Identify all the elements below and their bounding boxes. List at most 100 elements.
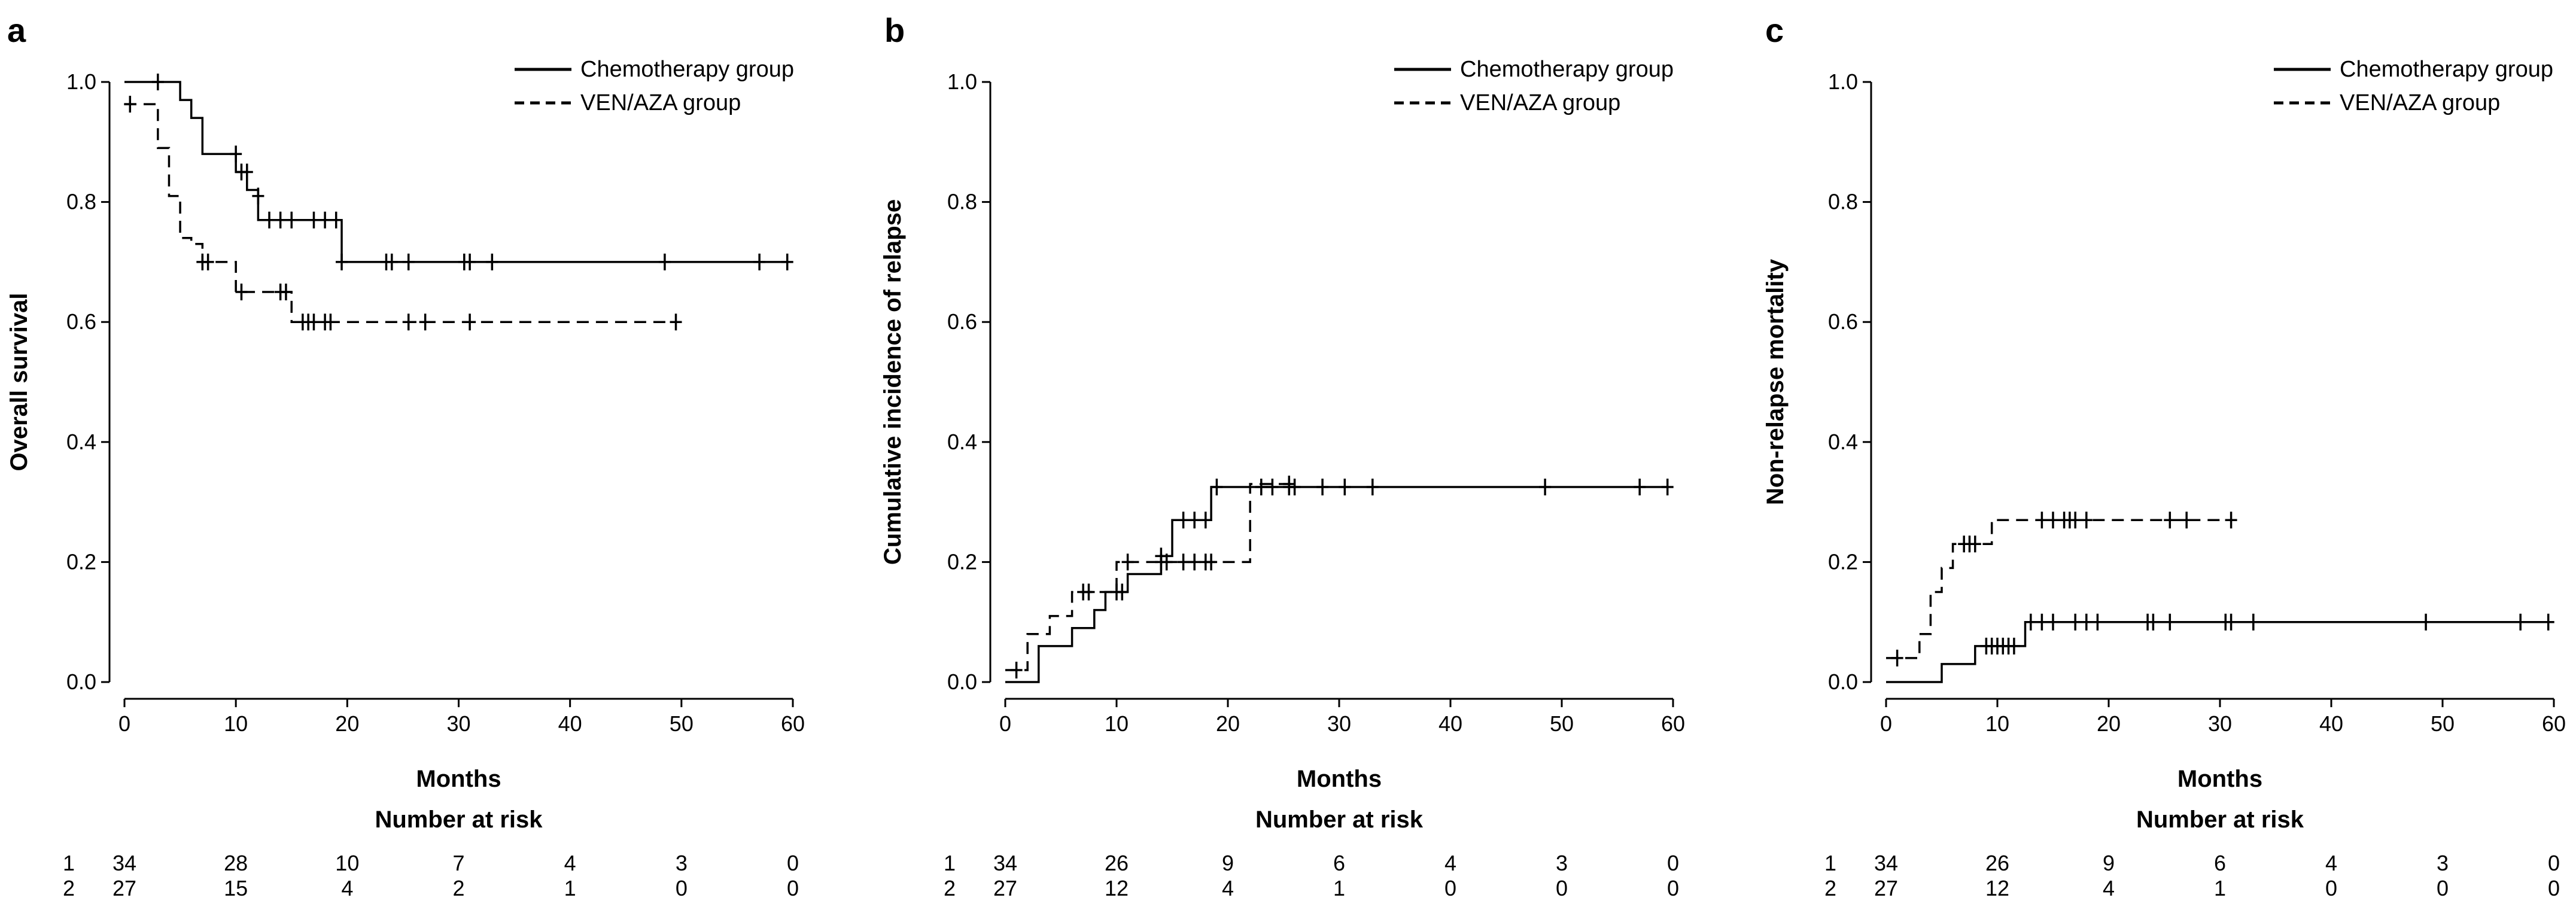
censor-mark [402, 253, 415, 270]
censor-mark [2047, 613, 2059, 631]
legend-label: VEN/AZA group [580, 90, 741, 115]
censor-mark [385, 253, 398, 270]
censor-mark [2024, 613, 2037, 631]
series-line-ven-aza [124, 103, 682, 323]
risk-value: 9 [1222, 851, 1234, 875]
series-line-chemotherapy [1005, 486, 1668, 683]
censor-mark [230, 145, 242, 163]
y-tick-label: 0.2 [947, 549, 977, 574]
x-tick-label: 50 [1550, 711, 1574, 736]
risk-table-title: Number at risk [2136, 806, 2304, 833]
censor-mark [1255, 479, 1267, 496]
risk-value: 6 [2214, 851, 2226, 875]
risk-value: 34 [993, 851, 1017, 875]
risk-value: 0 [787, 876, 799, 900]
censor-mark [1339, 479, 1351, 496]
censor-mark [670, 314, 682, 331]
y-tick-label: 1.0 [947, 69, 977, 94]
y-axis-title: Non-relapse mortality [1762, 258, 1789, 505]
censor-mark [124, 96, 136, 113]
panel-letter: c [1765, 11, 1784, 49]
censor-mark [2164, 512, 2176, 529]
risk-value: 26 [1105, 851, 1129, 875]
censor-mark [1634, 479, 1646, 496]
legend-label: Chemotherapy group [2340, 57, 2553, 82]
censor-mark [1288, 479, 1301, 496]
censor-mark [658, 253, 671, 270]
risk-value: 34 [1874, 851, 1898, 875]
x-tick-label: 10 [224, 711, 248, 736]
x-tick-label: 20 [1216, 711, 1240, 736]
censor-mark [2008, 637, 2020, 655]
risk-value: 0 [2325, 876, 2337, 900]
x-tick-label: 20 [335, 711, 359, 736]
legend-label: VEN/AZA group [2340, 90, 2500, 115]
censor-mark [2047, 512, 2059, 529]
x-tick-label: 0 [118, 711, 130, 736]
censor-mark [1077, 583, 1090, 601]
censor-mark [2036, 512, 2048, 529]
censor-mark [235, 284, 248, 301]
censor-mark [202, 253, 214, 270]
y-axis-title: Cumulative incidence of relapse [880, 199, 906, 565]
censor-mark [1969, 535, 1981, 553]
censor-mark [2069, 613, 2082, 631]
risk-value: 0 [2548, 876, 2560, 900]
censor-mark [1316, 479, 1329, 496]
x-tick-label: 50 [670, 711, 694, 736]
x-tick-label: 30 [2208, 711, 2232, 736]
x-axis-title: Months [416, 766, 501, 792]
y-tick-label: 0.8 [947, 190, 977, 214]
censor-mark [252, 187, 264, 205]
censor-mark [1539, 479, 1552, 496]
x-tick-label: 40 [2319, 711, 2343, 736]
y-tick-label: 0.0 [1828, 669, 1858, 694]
panel-b: b0.00.20.40.60.81.00 10 20 30 40 50 60MonthsCu… [880, 11, 1685, 900]
censor-mark [2225, 613, 2237, 631]
censor-mark [402, 314, 415, 331]
risk-value: 7 [452, 851, 464, 875]
x-tick-label: 50 [2431, 711, 2455, 736]
risk-value: 4 [564, 851, 576, 875]
x-tick-label: 0 [1880, 711, 1892, 736]
risk-value: 0 [676, 876, 688, 900]
risk-value: 15 [224, 876, 248, 900]
censor-mark [285, 211, 298, 229]
y-tick-label: 1.0 [1828, 69, 1858, 94]
risk-table-title: Number at risk [375, 806, 543, 833]
risk-table-title: Number at risk [1255, 806, 1424, 833]
censor-mark [1177, 512, 1190, 529]
censor-mark [753, 253, 766, 270]
censor-mark [1199, 512, 1212, 529]
risk-value: 4 [2103, 876, 2115, 900]
censor-mark [263, 211, 276, 229]
censor-mark [2091, 613, 2104, 631]
risk-value: 0 [2548, 851, 2560, 875]
legend-label: Chemotherapy group [1460, 57, 1674, 82]
x-tick-label: 20 [2097, 711, 2121, 736]
risk-value: 2 [452, 876, 464, 900]
censor-mark [1188, 512, 1201, 529]
risk-value: 0 [2437, 876, 2449, 900]
risk-value: 0 [1556, 876, 1568, 900]
x-axis-title: Months [2177, 766, 2262, 792]
censor-mark [781, 253, 793, 270]
y-tick-label: 0.4 [66, 430, 96, 454]
censor-mark [2225, 512, 2237, 529]
risk-value: 27 [112, 876, 136, 900]
censor-mark [1661, 479, 1674, 496]
y-tick-label: 1.0 [66, 69, 96, 94]
legend-label: VEN/AZA group [1460, 90, 1620, 115]
risk-row-label: 1 [1824, 851, 1836, 875]
y-tick-label: 0.4 [1828, 430, 1858, 454]
censor-mark [486, 253, 498, 270]
panel-letter: a [7, 11, 26, 49]
risk-value: 27 [1874, 876, 1898, 900]
x-tick-label: 60 [1661, 711, 1685, 736]
risk-row-label: 2 [1824, 876, 1836, 900]
censor-mark [1205, 553, 1218, 571]
y-tick-label: 0.8 [66, 190, 96, 214]
x-tick-label: 0 [999, 711, 1011, 736]
censor-mark [2080, 512, 2093, 529]
